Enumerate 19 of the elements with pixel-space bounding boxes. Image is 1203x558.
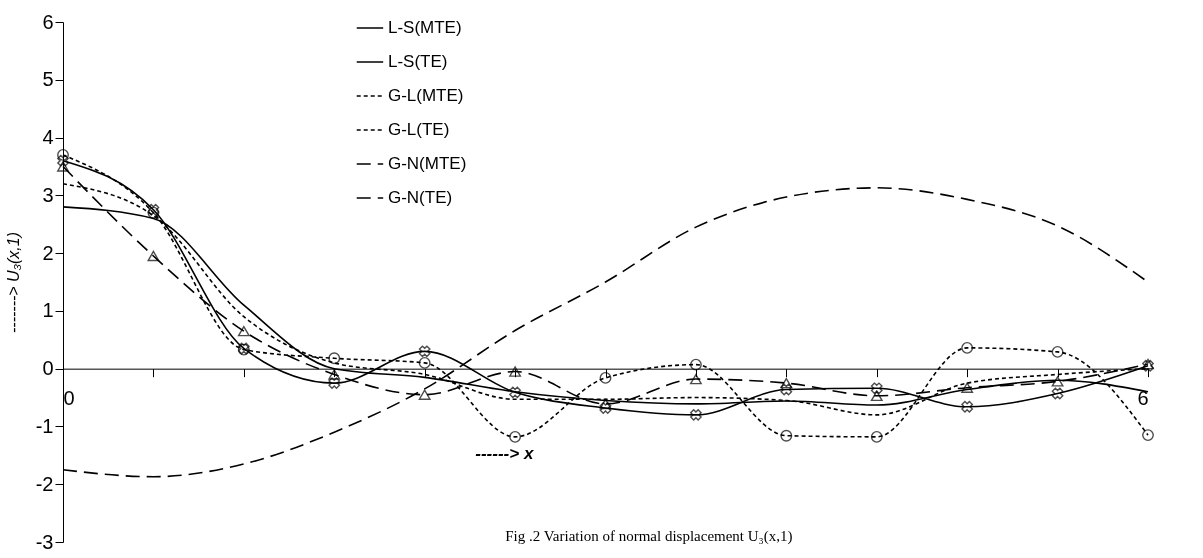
legend-label: G-L(MTE) (387, 86, 464, 105)
y-tick-label: -3 (35, 530, 54, 553)
y-tick-label: 1 (42, 299, 54, 322)
x-axis-title: ------> x (475, 443, 535, 463)
y-tick-label: -1 (35, 414, 54, 437)
y-tick-label: 2 (42, 241, 54, 264)
y-tick-label: 3 (42, 183, 54, 206)
legend-label: L-S(MTE) (387, 18, 462, 37)
y-tick-label: -2 (35, 472, 54, 495)
legend-label: G-L(TE) (387, 120, 450, 139)
y-tick-label: 0 (42, 357, 54, 380)
legend-label: G-N(MTE) (387, 154, 467, 173)
annotation: Fig .2 Variation of normal displacement U₃(x,1) (505, 528, 793, 545)
y-axis-title: -------> U₃(x,1) (4, 232, 22, 333)
y-tick-label: 6 (42, 10, 54, 33)
legend-label: G-N(TE) (387, 188, 453, 207)
y-tick-label: 5 (42, 68, 54, 91)
y-tick-label: 4 (42, 126, 54, 149)
legend-label: L-S(TE) (387, 52, 448, 71)
